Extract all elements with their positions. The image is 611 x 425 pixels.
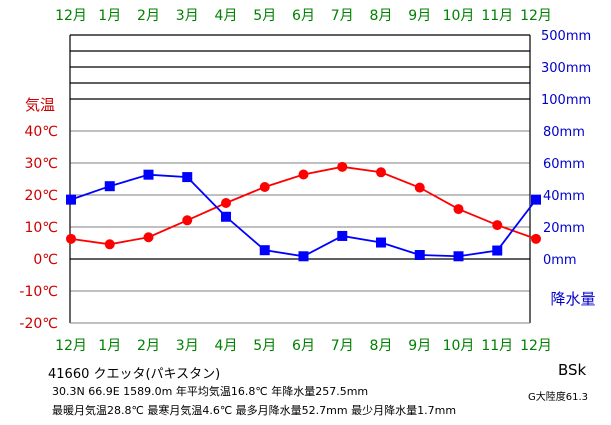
precipitation-tick-label: 100mm <box>541 93 591 108</box>
month-label: 12月 <box>55 8 87 24</box>
precipitation-tick-label: 500mm <box>541 29 591 44</box>
temperature-point <box>414 182 425 193</box>
month-label: 5月 <box>253 8 276 24</box>
temperature-point <box>259 182 270 192</box>
station-name: 41660 クエッタ(パキスタン) <box>48 367 221 382</box>
temperature-point <box>143 232 154 243</box>
temperature-point <box>66 233 76 244</box>
month-label: 7月 <box>331 8 354 24</box>
precipitation-tick-label: 0mm <box>543 253 577 268</box>
month-label: 12月 <box>520 8 552 24</box>
station-extremes: 最暖月気温28.8℃ 最寒月気温4.6℃ 最多月降水量52.7mm 最少月降水量… <box>52 404 457 417</box>
continentality-index: G大陸度61.3 <box>528 392 589 403</box>
temperature-point <box>492 220 503 231</box>
month-labels-bottom: 12月 1月 2月 3月 4月 5月 6月 7月 8月 9月 10月 11月 12月 <box>55 338 552 354</box>
temperature-tick-label: 20℃ <box>24 188 58 204</box>
temperature-point <box>376 167 386 178</box>
precipitation-point <box>104 181 115 192</box>
precipitation-tick-label: 40mm <box>543 189 585 204</box>
month-label: 6月 <box>292 8 315 24</box>
series-layer <box>66 161 541 262</box>
month-label: 3月 <box>176 8 199 24</box>
month-label: 9月 <box>408 338 431 354</box>
month-label: 10月 <box>443 8 475 24</box>
climate-code: BSk <box>558 361 587 379</box>
temperature-tick-label: -10℃ <box>19 284 58 300</box>
month-label: 4月 <box>215 338 238 354</box>
temperature-axis: 気温 40℃ 30℃ 20℃ 10℃ 0℃ -10℃ -20℃ <box>19 96 58 332</box>
precipitation-point <box>221 211 231 222</box>
month-label: 2月 <box>137 338 160 354</box>
precipitation-point <box>531 194 541 205</box>
temperature-tick-label: 30℃ <box>24 156 58 172</box>
precipitation-point <box>337 230 348 241</box>
precipitation-point <box>376 237 386 248</box>
temperature-tick-label: -20℃ <box>19 316 58 332</box>
temperature-point <box>337 161 348 172</box>
temperature-point <box>182 215 193 226</box>
month-label: 3月 <box>176 338 199 354</box>
month-label: 11月 <box>481 8 513 24</box>
chart-grid <box>69 34 531 324</box>
temperature-axis-title: 気温 <box>25 96 55 114</box>
temperature-tick-label: 0℃ <box>33 252 58 268</box>
precipitation-point <box>414 250 425 260</box>
month-label: 11月 <box>481 338 513 354</box>
month-label: 7月 <box>331 338 354 354</box>
temperature-point <box>104 239 115 250</box>
month-label: 9月 <box>408 8 431 24</box>
precipitation-axis-title: 降水量 <box>550 290 595 308</box>
month-label: 4月 <box>215 8 238 24</box>
precipitation-point <box>182 172 193 183</box>
temperature-point <box>221 198 231 208</box>
month-label: 8月 <box>370 8 393 24</box>
precipitation-tick-label: 60mm <box>543 157 585 172</box>
precipitation-tick-label: 80mm <box>543 125 585 140</box>
temperature-point <box>298 169 309 180</box>
month-label: 12月 <box>520 338 552 354</box>
temperature-point <box>531 233 541 244</box>
month-label: 1月 <box>98 8 121 24</box>
temperature-point <box>453 204 464 215</box>
precipitation-tick-label: 300mm <box>541 61 591 76</box>
precipitation-point <box>259 245 270 256</box>
month-label: 2月 <box>137 8 160 24</box>
month-label: 8月 <box>370 338 393 354</box>
month-labels-top: 12月 1月 2月 3月 4月 5月 6月 7月 8月 9月 10月 11月 12月 <box>55 8 552 24</box>
station-details: 30.3N 66.9E 1589.0m 年平均気温16.8℃ 年降水量257.5… <box>52 385 369 398</box>
month-label: 12月 <box>55 338 87 354</box>
month-label: 5月 <box>253 338 276 354</box>
precipitation-point <box>492 245 503 256</box>
precipitation-line <box>70 173 537 258</box>
month-label: 1月 <box>98 338 121 354</box>
temperature-tick-label: 10℃ <box>24 220 58 236</box>
month-label: 10月 <box>443 338 475 354</box>
precipitation-tick-label: 20mm <box>543 221 585 236</box>
precipitation-axis: 500mm 300mm 100mm 80mm 60mm 40mm 20mm 0mm 降水量 <box>541 29 596 308</box>
month-label: 6月 <box>292 338 315 354</box>
precipitation-point <box>66 194 76 205</box>
precipitation-point <box>298 251 309 262</box>
precipitation-point <box>143 169 154 180</box>
precipitation-point <box>453 251 464 262</box>
temperature-tick-label: 40℃ <box>24 124 58 140</box>
